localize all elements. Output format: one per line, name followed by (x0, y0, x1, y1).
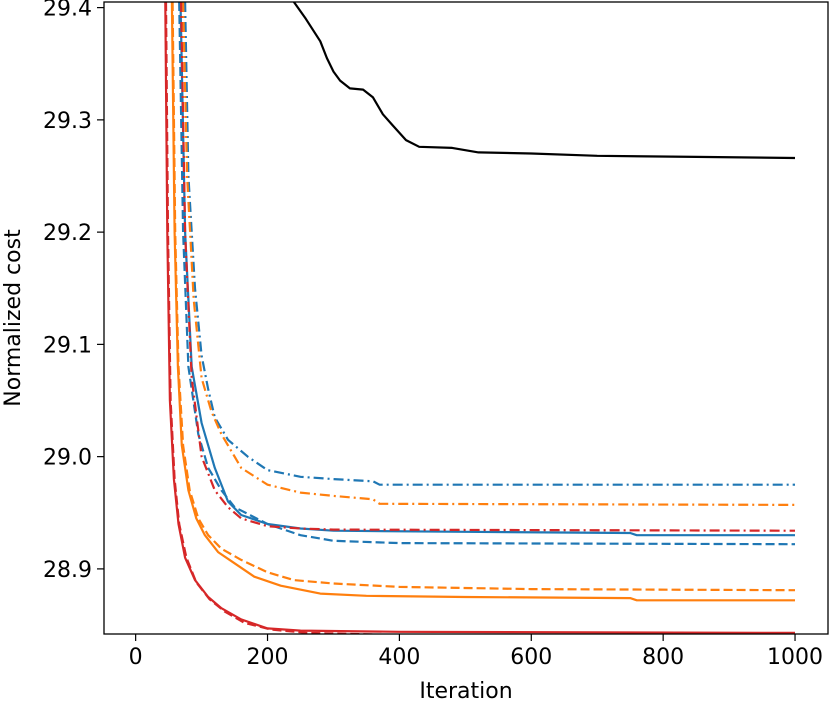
series-line-9 (164, 2, 400, 634)
x-tick-label: 0 (129, 645, 143, 670)
x-tick-label: 200 (247, 645, 289, 670)
series-line-5 (180, 2, 796, 532)
x-tick-label: 800 (642, 645, 684, 670)
y-axis-label: Normalized cost (1, 229, 26, 407)
y-tick-label: 29.3 (43, 109, 92, 134)
series-line-7 (170, 2, 795, 602)
y-tick-label: 28.9 (43, 558, 92, 583)
series-line-0 (293, 2, 796, 160)
y-tick-label: 29.1 (43, 333, 92, 358)
series-line-4 (182, 2, 796, 506)
series-line-2 (179, 2, 795, 537)
x-tick-label: 400 (378, 645, 420, 670)
series-line-8 (164, 2, 796, 634)
series-line-6 (171, 2, 796, 592)
x-axis-label: Iteration (419, 679, 512, 704)
y-tick-label: 29.2 (43, 221, 92, 246)
x-tick-label: 600 (510, 645, 552, 670)
y-tick-label: 29.4 (43, 0, 92, 22)
series-line-3 (178, 2, 796, 546)
y-tick-label: 29.0 (43, 446, 92, 471)
x-tick-label: 1000 (767, 645, 823, 670)
plot-frame (103, 1, 829, 635)
y-axis: 28.9 29.0 29.1 29.2 29.3 29.4 (43, 0, 104, 583)
x-axis: 0 200 400 600 800 1000 (129, 634, 823, 670)
series-layer (164, 2, 796, 634)
series-line-1 (184, 2, 795, 486)
